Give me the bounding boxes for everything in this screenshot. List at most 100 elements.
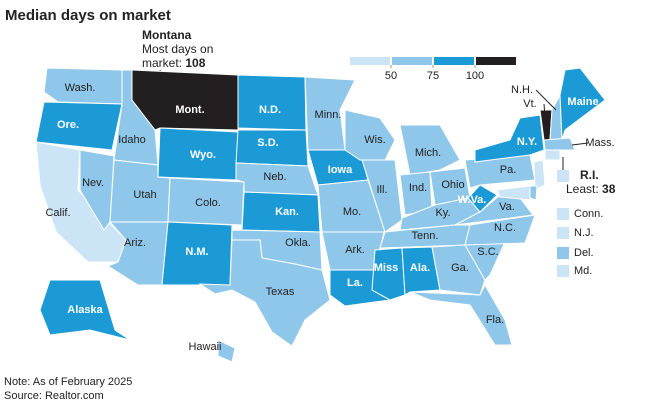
state-label: W.Va. [458,194,487,206]
legend-swatch [434,57,474,65]
state-label: S.D. [257,137,278,149]
state-label: Ariz. [124,237,146,249]
state [544,149,561,161]
legend-label: 100 [466,70,484,82]
state [79,149,115,231]
least-text: Least: 38 [566,182,616,196]
state [304,76,356,151]
state-label: Ore. [57,119,79,131]
most-value: 108 [185,56,205,70]
state-label: Ga. [451,262,469,274]
state [217,339,236,363]
most-text: Most days on [142,42,213,56]
state-label: N.C. [494,222,516,234]
state [401,246,441,296]
state-key [557,208,569,220]
state-key [557,170,569,182]
state-label: Iowa [328,164,353,176]
least-state: R.I. [580,168,599,182]
state-label: La. [347,277,363,289]
state-key [557,227,569,239]
leader [535,89,557,111]
labels: Wash. Ore. Calif. Nev. Idaho Mont. Wyo. Utah Ari… [45,82,614,353]
state-label: Mass. [585,137,614,149]
state-label: Okla. [285,237,311,249]
state [533,159,546,191]
least-value: 38 [602,182,616,196]
state [399,124,461,176]
state-label: Va. [499,201,515,213]
state-label: Fla. [486,314,504,326]
most-text: market: [142,56,182,70]
state-label: Vt. [523,98,536,110]
legend-swatch [350,57,390,65]
state-label: Tenn. [412,230,439,242]
note: Source: Realtor.com [4,390,104,402]
state-label: Ala. [410,262,430,274]
title: Median days on market [5,7,171,24]
state-label: Texas [266,286,295,298]
legend-label: 50 [385,70,397,82]
state [467,184,498,213]
state [198,239,331,347]
state [474,114,545,163]
state-label: N.J. [574,227,594,239]
state-label: Pa. [500,164,517,176]
state-label: Hawaii [188,341,221,353]
state-label: Maine [567,96,598,108]
state-label: Nev. [82,177,104,189]
legend-swatch [476,57,516,65]
state-label: Mont. [175,104,204,116]
state [39,279,131,341]
state-key [557,265,569,277]
state-label: Minn. [315,109,342,121]
state-label: Wash. [65,82,96,94]
state-label: Wyo. [190,149,216,161]
state-label: N.M. [185,246,208,258]
state-label: N.H. [511,84,533,96]
least-text: Least: [566,182,599,196]
state-label: Wis. [364,134,385,146]
state [237,74,307,131]
state [529,185,538,201]
state-label: Utah [133,189,156,201]
state-label: Mich. [415,147,441,159]
state [35,101,123,151]
states [35,67,606,363]
state [464,214,536,246]
state-label: Ky. [435,207,450,219]
state-label: Del. [574,247,594,259]
leader [571,142,589,146]
state [371,247,406,301]
state-label: N.Y. [517,136,537,148]
state-label: Kan. [275,206,299,218]
state-label: Ill. [377,184,388,196]
state-label: Ind. [409,182,427,194]
state [409,283,513,346]
state-label: Miss [374,262,398,274]
state [361,159,403,233]
most-text: market: 108 [142,56,206,70]
state [131,69,239,131]
state [543,137,576,151]
state-label: Mo. [343,206,361,218]
state-label: Calif. [45,207,70,219]
state-key [557,247,569,259]
state-label: Alaska [67,304,103,316]
state-label: N.D. [259,104,281,116]
leader [543,103,546,118]
state-label: Neb. [263,171,286,183]
state-label: Conn. [574,208,603,220]
legend-swatch [392,57,432,65]
state-label: Colo. [195,197,221,209]
most-state: Montana [142,28,192,42]
state-label: Md. [574,265,592,277]
state-label: S.C. [477,246,498,258]
legend-label: 75 [427,70,439,82]
state-label: Ark. [345,244,365,256]
note: Note: As of February 2025 [4,376,132,388]
state-label: Ohio [441,179,464,191]
state [496,185,531,201]
state-label: Idaho [118,134,146,146]
